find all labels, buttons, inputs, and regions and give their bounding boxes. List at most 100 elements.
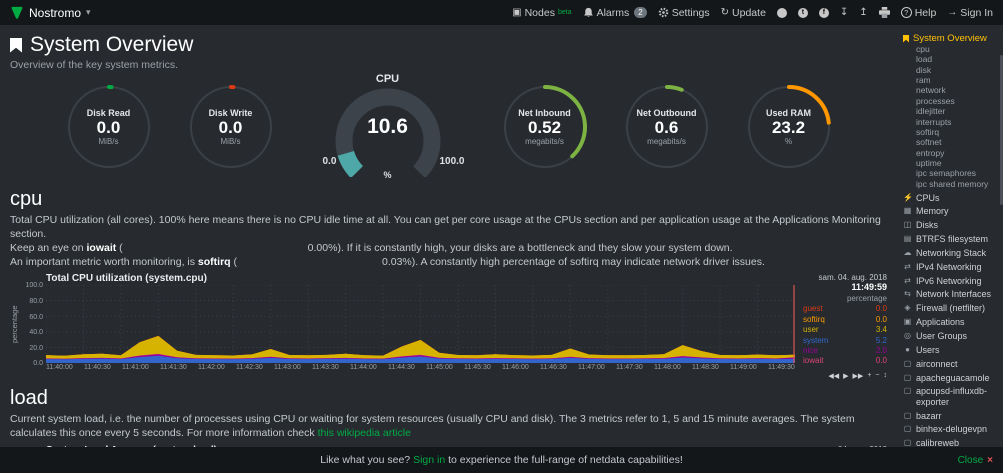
sidebar-item-network-interfaces[interactable]: ⇆ Network Interfaces (903, 289, 1000, 299)
settings-button[interactable]: Settings (658, 7, 710, 19)
sidebar-subitem-cpu[interactable]: cpu (916, 44, 930, 54)
y-tick: 100.0 (25, 282, 43, 290)
sidebar-item-calibreweb[interactable]: ▢ calibreweb (903, 438, 1000, 448)
sidebar-subitem-ipc-shared-memory[interactable]: ipc shared memory (916, 178, 989, 189)
sidebar-item-applications[interactable]: ▣ Applications (903, 317, 1000, 327)
softirq-term: softirq (197, 255, 231, 268)
print-button[interactable] (878, 7, 890, 18)
sidebar-item-ipv6-networking[interactable]: ⇄ IPv6 Networking (903, 276, 1000, 286)
sidebar-item-user-groups[interactable]: ◎ User Groups (903, 331, 1000, 341)
sidebar-subitem-processes[interactable]: processes (916, 95, 955, 106)
sidebar-subitem-softnet[interactable]: softnet (916, 137, 942, 148)
gauge-value: 0.0 (96, 117, 121, 137)
y-tick: 60.0 (29, 313, 43, 321)
sidebar-item-cpus[interactable]: ⚡ CPUs (903, 193, 1000, 203)
twitter-button[interactable]: t (797, 7, 808, 18)
gauge-disk-read[interactable]: Disk Read 0.0 MiB/s (65, 83, 153, 171)
sidebar-subitem-load[interactable]: load (916, 54, 933, 65)
sidebar-item-disks[interactable]: ◫ Disks (903, 220, 1000, 230)
sidebar-subitem-interrupts[interactable]: interrupts (916, 116, 952, 127)
legend-item-nice[interactable]: nice 2.0 (803, 346, 887, 356)
legend-item-softirq[interactable]: softirq 0.0 (803, 315, 887, 325)
wikipedia-link[interactable]: this wikipedia article (317, 426, 411, 439)
legend-unit: percentage (846, 294, 887, 304)
sidebar-subitem-ram[interactable]: ram (916, 75, 931, 86)
gauge-used-ram[interactable]: Used RAM 23.2 % (745, 83, 833, 171)
sidebar-item-airconnect[interactable]: ▢ airconnect (903, 359, 1000, 369)
export-snapshot-button[interactable]: ↧ (840, 7, 848, 18)
sidebar-item-label: Networking Stack (916, 247, 987, 258)
sidebar-item-btrfs-filesystem[interactable]: ▤ BTRFS filesystem (903, 234, 1000, 244)
cpu-y-axis-label: percentage (10, 305, 19, 344)
sidebar-scrollbar[interactable] (1000, 55, 1003, 205)
import-snapshot-button[interactable]: ↥ (859, 7, 867, 18)
sidebar-subitem-ipc-semaphores[interactable]: ipc semaphores (916, 168, 977, 179)
sidebar-subitem-softirq[interactable]: softirq (916, 126, 940, 137)
legend-item-guest[interactable]: guest 0.0 (803, 304, 887, 314)
sidebar-item-apcupsd-influxdb-exporter[interactable]: ▢ apcupsd-influxdb-exporter (903, 386, 1000, 407)
sidebar-item-networking-stack[interactable]: ☁ Networking Stack (903, 248, 1000, 258)
help-button[interactable]: ? Help (900, 7, 936, 19)
nodes-beta-badge: beta (557, 9, 572, 16)
sidebar-item-memory[interactable]: ▦ Memory (903, 206, 1000, 216)
legend-value: 0.0 (875, 356, 887, 366)
gauge-disk-write[interactable]: Disk Write 0.0 MiB/s (187, 83, 275, 171)
x-tick: 11:49:30 (768, 364, 795, 372)
zoom-in-icon[interactable]: + (867, 371, 872, 379)
host-selector[interactable]: Nostromo ▾ (10, 6, 91, 20)
gauge-cpu[interactable]: CPU 10.6 0.0 100.0 % (309, 73, 467, 181)
disk-icon: ◫ (903, 220, 912, 230)
update-label: Update (732, 6, 766, 19)
update-button[interactable]: ↻ Update (721, 7, 766, 19)
container-icon: ▢ (903, 372, 912, 382)
sidebar-item-label: apacheguacamole (916, 372, 990, 383)
iowait-sparkline[interactable] (123, 243, 308, 251)
container-icon: ▢ (903, 424, 912, 434)
sidebar-item-apacheguacamole[interactable]: ▢ apacheguacamole (903, 373, 1000, 383)
cpu-gauge-min: 0.0 (322, 156, 337, 167)
resize-icon[interactable]: ↕ (883, 371, 888, 379)
alarms-button[interactable]: Alarms 2 (583, 7, 647, 19)
desc-text: ). If it is constantly high, your disks … (337, 241, 733, 254)
signin-button[interactable]: → Sign In (947, 7, 993, 19)
sidebar-item-label: IPv4 Networking (916, 261, 982, 272)
y-tick: 0.0 (33, 360, 43, 368)
x-tick: 11:41:30 (160, 364, 187, 372)
sidebar-item-label: Firewall (netfilter) (916, 303, 986, 314)
play-icon[interactable]: ▶ (843, 372, 849, 380)
sidebar-item-binhex-delugevpn[interactable]: ▢ binhex-delugevpn (903, 424, 1000, 434)
folder-icon: ▤ (903, 234, 912, 244)
signin-label: Sign In (960, 6, 993, 19)
sidebar-subitem-entropy[interactable]: entropy (916, 147, 945, 158)
legend-item-user[interactable]: user 3.4 (803, 325, 887, 335)
gauge-unit: MiB/s (98, 137, 119, 147)
sidebar-subitem-network[interactable]: network (916, 85, 946, 96)
sidebar-item-label: Users (916, 344, 940, 355)
legend-item-system[interactable]: system 5.2 (803, 336, 887, 346)
backward-icon[interactable]: ◀◀ (828, 372, 840, 380)
facebook-button[interactable]: f (818, 7, 829, 18)
nodes-button[interactable]: ▣ Nodes beta (512, 7, 571, 19)
sidebar-subitem-uptime[interactable]: uptime (916, 157, 942, 168)
legend-item-iowait[interactable]: iowait 0.0 (803, 356, 887, 366)
github-button[interactable] (776, 7, 787, 18)
softirq-sparkline[interactable] (237, 257, 382, 265)
sidebar-subitem-disk[interactable]: disk (916, 64, 932, 75)
sidebar-subitem-idlejitter[interactable]: idlejitter (916, 106, 946, 117)
sidebar-item-firewall-netfilter-[interactable]: ◈ Firewall (netfilter) (903, 303, 1000, 313)
sidebar-item-label: Network Interfaces (916, 289, 992, 300)
gauge-unit: % (784, 137, 793, 147)
zoom-out-icon[interactable]: − (875, 371, 880, 379)
sidebar-item-ipv4-networking[interactable]: ⇄ IPv4 Networking (903, 262, 1000, 272)
gauge-net-outbound[interactable]: Net Outbound 0.6 megabits/s (623, 83, 711, 171)
gauge-net-inbound[interactable]: Net Inbound 0.52 megabits/s (501, 83, 589, 171)
sidebar-item-users[interactable]: ● Users (903, 345, 1000, 355)
forward-icon[interactable]: ▶▶ (852, 372, 864, 380)
sidebar-item-system-overview[interactable]: System Overview (903, 33, 1000, 44)
apps-icon: ▣ (903, 317, 912, 327)
banner-close[interactable]: Close × (958, 455, 993, 466)
banner-signin-link[interactable]: Sign in (413, 454, 446, 466)
sidebar-item-bazarr[interactable]: ▢ bazarr (903, 411, 1000, 421)
iowait-value: 0.00% (307, 241, 338, 254)
cpu-plot-area[interactable] (46, 285, 795, 364)
